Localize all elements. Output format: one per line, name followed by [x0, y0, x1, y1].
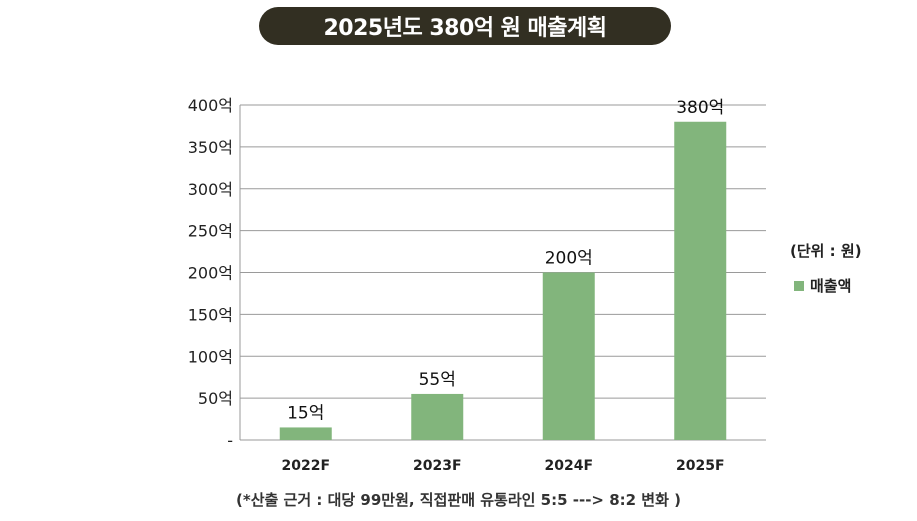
- chart-title: 2025년도 380억 원 매출계획: [259, 7, 671, 45]
- legend-label: 매출액: [810, 277, 852, 295]
- data-label: 15억: [287, 403, 324, 423]
- bar: [674, 121, 727, 440]
- y-tick-label: 200억: [188, 264, 233, 283]
- y-tick-label: 300억: [188, 180, 233, 199]
- legend-swatch: [794, 280, 804, 291]
- data-label: 200억: [545, 249, 593, 269]
- unit-label: (단위 : 원): [790, 242, 862, 260]
- y-tick-label: 50억: [198, 389, 233, 408]
- bar: [542, 272, 595, 440]
- bar: [411, 393, 464, 440]
- footnote: (*산출 근거 : 대당 99만원, 직접판매 유통라인 5:5 ---> 8:…: [236, 491, 681, 509]
- legend: 매출액: [794, 275, 851, 296]
- y-tick-label: 250억: [188, 222, 233, 241]
- y-tick-label: 350억: [188, 138, 233, 157]
- y-tick-label: -: [227, 431, 233, 450]
- x-tick-label: 2022F: [281, 458, 330, 474]
- data-label: 55억: [419, 370, 456, 390]
- x-tick-label: 2024F: [544, 458, 593, 474]
- x-tick-label: 2025F: [676, 458, 725, 474]
- y-tick-label: 400억: [188, 96, 233, 115]
- bar: [279, 427, 332, 440]
- data-label: 380억: [676, 98, 724, 118]
- y-tick-label: 100억: [188, 347, 233, 366]
- x-tick-label: 2023F: [413, 458, 462, 474]
- y-tick-label: 150억: [188, 305, 233, 324]
